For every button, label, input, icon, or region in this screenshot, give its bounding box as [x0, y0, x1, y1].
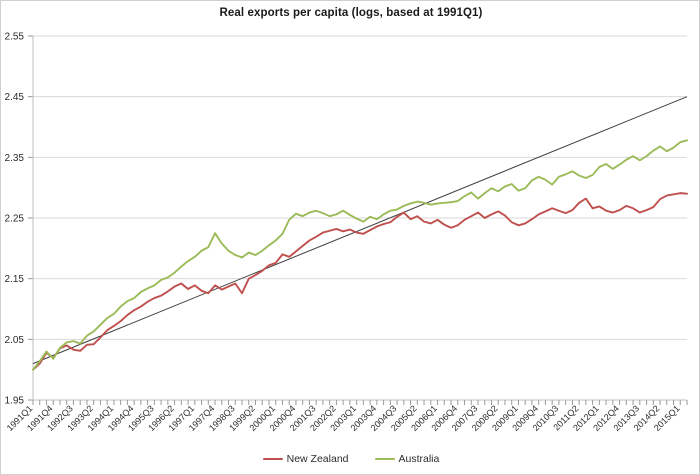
grid-lines [33, 35, 687, 340]
y-axis-labels: 2.55 2.45 2.35 2.25 2.15 2.05 1.95 [5, 32, 33, 407]
y-axis-tick-label: 1.95 [5, 396, 25, 407]
legend-item-new-zealand[interactable]: New Zealand [262, 453, 349, 465]
x-axis-labels: 1991Q11991Q41992Q31993Q21994Q11994Q41995… [5, 403, 682, 433]
x-axis-ticks [32, 400, 688, 405]
series-line-australia [32, 139, 688, 371]
y-axis-tick-label: 2.55 [5, 32, 25, 43]
axis-lines [32, 36, 687, 401]
chart-legend: New Zealand Australia [1, 453, 700, 465]
y-axis-tick-label: 2.35 [5, 153, 25, 164]
y-axis-tick-label: 2.05 [5, 335, 25, 346]
trend-line-path [32, 96, 688, 365]
chart-title: Real exports per capita (logs, based at … [219, 7, 483, 19]
legend-item-australia[interactable]: Australia [374, 453, 440, 465]
legend-swatch-new-zealand [262, 457, 283, 461]
y-axis-tick-label: 2.25 [5, 214, 25, 225]
y-axis-tick-label: 2.15 [5, 274, 25, 285]
data-series-lines [32, 139, 688, 371]
series-line-new-zealand [32, 192, 688, 371]
y-axis-tick-label: 2.45 [5, 92, 25, 103]
legend-label-new-zealand: New Zealand [286, 453, 349, 465]
legend-label-australia: Australia [398, 453, 440, 465]
trend-line [32, 96, 688, 365]
legend-swatch-australia [374, 457, 395, 461]
chart-plot-area: 2.55 2.45 2.35 2.25 2.15 2.05 1.95 1991Q11991Q… [5, 32, 688, 433]
